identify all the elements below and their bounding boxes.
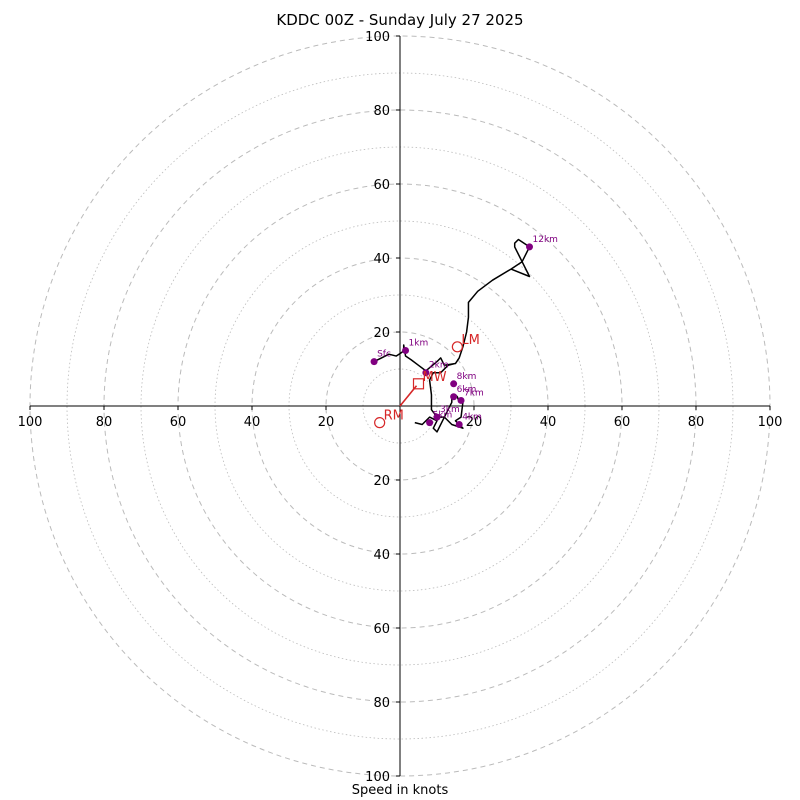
storm-marker-rm — [374, 417, 386, 429]
y-tick-label: 80 — [373, 696, 390, 711]
x-tick-label: 100 — [18, 415, 43, 430]
y-tick-label: 60 — [373, 622, 390, 637]
height-label-6km: 6km — [457, 385, 477, 395]
height-marker-sfc — [370, 358, 378, 366]
height-marker-6km — [450, 393, 458, 401]
x-axis-label: Speed in knots — [351, 783, 449, 798]
height-marker-8km — [450, 380, 458, 388]
height-label-8km: 8km — [457, 372, 477, 382]
chart-title: KDDC 00Z - Sunday July 27 2025 — [276, 11, 524, 29]
height-label-5km: 5km — [433, 411, 453, 421]
x-tick-label: 60 — [170, 415, 187, 430]
y-tick-label: 60 — [373, 178, 390, 193]
x-tick-label: 40 — [244, 415, 261, 430]
storm-marker-lm — [451, 341, 463, 353]
y-tick-label: 20 — [373, 326, 390, 341]
height-label-1km: 1km — [409, 339, 429, 349]
storm-label-rm: RM — [384, 409, 404, 424]
y-tick-label: 40 — [373, 252, 390, 267]
height-label-4km: 4km — [462, 413, 482, 423]
x-tick-label: 20 — [318, 415, 335, 430]
height-marker-4km — [455, 421, 463, 428]
storm-label-mw: MW — [423, 370, 447, 385]
x-tick-label: 80 — [96, 415, 113, 430]
storm-marker-mw — [412, 378, 425, 390]
x-tick-label: 40 — [540, 415, 557, 430]
y-tick-label: 40 — [373, 548, 390, 563]
y-tick-label: 80 — [373, 104, 390, 119]
height-marker-7km — [457, 396, 465, 404]
x-tick-label: 60 — [614, 415, 631, 430]
x-tick-label: 100 — [758, 415, 783, 430]
height-marker-12km — [526, 243, 533, 251]
height-marker-3km — [433, 413, 441, 421]
height-marker-5km — [426, 419, 434, 427]
height-label-2km: 2km — [429, 361, 449, 371]
y-tick-label: 20 — [373, 474, 390, 489]
storm-label-lm: LM — [461, 333, 479, 348]
height-marker-2km — [422, 369, 430, 377]
hodograph-trace — [373, 238, 531, 433]
height-marker-1km — [402, 347, 410, 354]
x-tick-label: 20 — [466, 415, 483, 430]
height-label-3km: 3km — [440, 405, 460, 415]
height-label-12km: 12km — [533, 235, 558, 245]
x-tick-label: 80 — [688, 415, 705, 430]
y-tick-label: 100 — [365, 770, 390, 785]
y-tick-label: 100 — [365, 30, 390, 45]
height-label-sfc: Sfc — [377, 350, 391, 360]
height-label-7km: 7km — [464, 388, 484, 398]
